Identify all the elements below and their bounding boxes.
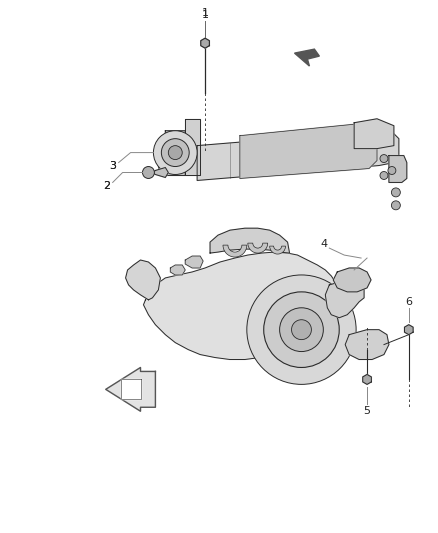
Polygon shape xyxy=(152,167,168,177)
Polygon shape xyxy=(210,228,290,253)
Circle shape xyxy=(392,188,400,197)
Circle shape xyxy=(153,131,197,174)
Polygon shape xyxy=(240,123,377,179)
Polygon shape xyxy=(120,379,141,399)
Polygon shape xyxy=(170,265,185,275)
Polygon shape xyxy=(201,38,209,48)
Circle shape xyxy=(247,275,356,384)
Circle shape xyxy=(380,155,388,163)
Text: 2: 2 xyxy=(103,181,110,191)
Circle shape xyxy=(168,146,182,159)
Polygon shape xyxy=(159,131,185,175)
Wedge shape xyxy=(270,246,286,254)
Circle shape xyxy=(388,166,396,174)
Circle shape xyxy=(161,139,189,166)
Circle shape xyxy=(292,320,311,340)
Circle shape xyxy=(264,292,339,367)
Circle shape xyxy=(142,166,155,179)
Text: 3: 3 xyxy=(109,160,116,171)
Polygon shape xyxy=(106,367,155,411)
Text: 1: 1 xyxy=(201,9,208,18)
Polygon shape xyxy=(389,156,407,182)
Text: 6: 6 xyxy=(405,297,412,307)
Polygon shape xyxy=(197,131,399,181)
Polygon shape xyxy=(404,325,413,335)
Wedge shape xyxy=(223,245,247,257)
Wedge shape xyxy=(248,243,268,253)
Text: 3: 3 xyxy=(109,160,116,171)
Polygon shape xyxy=(294,49,319,66)
Polygon shape xyxy=(185,256,203,268)
Polygon shape xyxy=(325,278,364,318)
Polygon shape xyxy=(126,260,160,300)
Text: 4: 4 xyxy=(321,239,328,249)
Polygon shape xyxy=(345,330,389,360)
Polygon shape xyxy=(354,119,394,149)
Polygon shape xyxy=(363,375,371,384)
Circle shape xyxy=(380,172,388,180)
Circle shape xyxy=(279,308,323,352)
Circle shape xyxy=(392,201,400,210)
Polygon shape xyxy=(185,119,200,175)
Polygon shape xyxy=(333,268,371,292)
Polygon shape xyxy=(144,252,341,360)
Text: 5: 5 xyxy=(364,406,371,416)
Text: 2: 2 xyxy=(103,181,110,191)
Text: 1: 1 xyxy=(201,10,208,20)
